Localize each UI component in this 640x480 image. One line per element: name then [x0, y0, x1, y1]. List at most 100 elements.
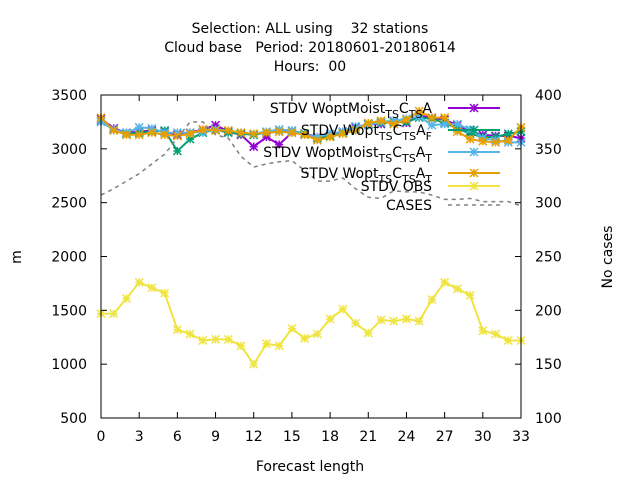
series-0-point	[274, 139, 284, 150]
x-tick-label: 18	[321, 429, 339, 445]
series-4-point	[351, 318, 361, 328]
series-3-point	[503, 135, 513, 145]
x-tick-label: 30	[474, 429, 492, 445]
x-tick-label: 3	[135, 429, 144, 445]
legend-marker-4	[469, 181, 479, 191]
series-line-3	[100, 110, 522, 144]
y-tick-label: 1500	[51, 303, 87, 319]
series-3-point	[211, 125, 221, 136]
series-3-point	[414, 106, 424, 116]
y-axis-label: m	[9, 250, 25, 264]
series-4-point	[172, 325, 182, 335]
series-4-point	[452, 284, 462, 294]
series-3-point	[160, 130, 170, 140]
series-2-point	[414, 112, 424, 122]
series-3-point	[312, 135, 322, 145]
series-4-point	[147, 283, 157, 293]
y2-tick-label: 150	[535, 357, 562, 373]
series-4-point	[503, 335, 513, 346]
x-tick-label: 9	[211, 429, 220, 445]
title-line-2: Cloud base Period: 20180601-20180614	[164, 40, 456, 56]
series-3-point	[491, 137, 501, 147]
y2-tick-label: 100	[535, 411, 562, 427]
title-line-1: Selection: ALL using 32 stations	[192, 21, 429, 37]
series-3-point	[363, 118, 373, 128]
series-2-point	[440, 119, 450, 129]
series-3-point	[134, 130, 144, 140]
series-3-point	[198, 124, 208, 134]
series-4-point	[312, 329, 322, 339]
y-tick-label: 3000	[51, 142, 87, 158]
legend-label-4: STDV OBS	[361, 179, 432, 195]
legend-marker-2	[469, 147, 479, 157]
series-2-point	[452, 119, 462, 129]
series-3-point	[351, 125, 361, 136]
series-4-point	[121, 293, 131, 304]
series-3-point	[109, 125, 119, 136]
series-3-point	[274, 127, 284, 137]
series-4-point	[236, 341, 246, 351]
series-2-point	[351, 121, 361, 131]
y2-tick-label: 300	[535, 196, 562, 212]
series-0-point	[211, 120, 221, 130]
y2-tick-label: 400	[535, 88, 562, 104]
series-4-point	[300, 333, 310, 343]
y2-axis-label: No cases	[600, 226, 616, 289]
series-3-point	[236, 128, 246, 138]
series-3-point	[401, 115, 411, 125]
legend-label-0: STDV WoptMoistTSCTSA	[270, 101, 433, 121]
series-3-point	[147, 128, 157, 138]
series-3-point	[376, 116, 386, 126]
y-tick-label: 500	[60, 411, 87, 427]
title-line-3: Hours: 00	[274, 59, 346, 75]
y-tick-label: 2500	[51, 196, 87, 212]
series-3-point	[223, 125, 233, 136]
x-tick-label: 12	[245, 429, 263, 445]
series-3-point	[389, 119, 399, 129]
series-4-point	[338, 304, 348, 314]
series-3-point	[172, 131, 182, 141]
series-4-point	[465, 290, 475, 300]
series-3-point	[261, 128, 271, 138]
series-0-point	[261, 132, 271, 142]
plot-frame	[100, 94, 522, 419]
series-3-point	[338, 129, 348, 139]
series-4	[96, 277, 526, 369]
series-4-point	[478, 326, 488, 336]
chart-title: Selection: ALL using 32 stations Cloud b…	[164, 21, 456, 75]
series-4-point	[427, 295, 437, 305]
series-4-point	[491, 329, 501, 339]
series-2-point	[147, 123, 157, 133]
axes-layer: 0 3 6 9 12 15 18 21 24 27 30 33 500 1000 1500 2000 2500 3…	[51, 88, 561, 445]
series-4-point	[389, 316, 399, 326]
legend-marker-0	[469, 103, 479, 113]
series-4-point	[363, 328, 373, 338]
x-tick-label: 6	[173, 429, 182, 445]
series-4-point	[440, 277, 450, 287]
y2-tick-label: 350	[535, 142, 562, 158]
series-4-point	[160, 288, 170, 298]
series-2-point	[427, 120, 437, 130]
series-1-point	[172, 146, 182, 156]
series-4-point	[287, 324, 297, 334]
x-tick-label: 15	[283, 429, 301, 445]
legend-label-5: CASES	[386, 198, 432, 214]
y-tick-label: 1000	[51, 357, 87, 373]
series-3-point	[427, 113, 437, 123]
series-4-point	[401, 314, 411, 324]
series-2-point	[134, 122, 144, 132]
legend-marker-1	[469, 125, 479, 135]
x-axis-label: Forecast length	[256, 459, 364, 475]
x-tick-label: 21	[359, 429, 377, 445]
series-3-point	[325, 132, 335, 142]
series-3-point	[440, 113, 450, 123]
series-4-point	[211, 334, 221, 344]
series-4-point	[274, 341, 284, 351]
series-4-point	[223, 334, 233, 344]
legend-marker-3	[469, 168, 479, 178]
series-3-point	[300, 130, 310, 140]
series-4-point	[109, 309, 119, 319]
series-4-point	[414, 316, 424, 326]
